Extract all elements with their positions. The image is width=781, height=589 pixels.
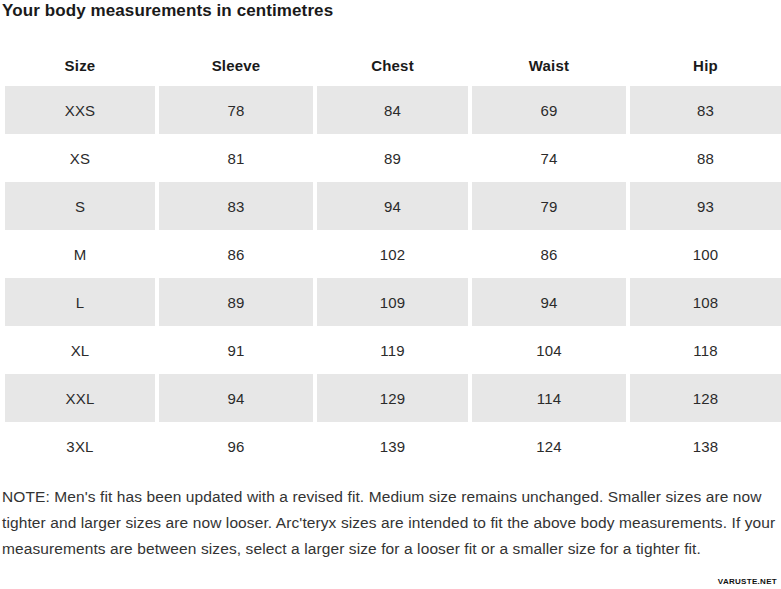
size-label: S [5,182,155,230]
size-label: XXS [5,86,155,134]
table-body: XXS78846983XS81897488S83947993M861028610… [5,86,781,470]
measurement-value: 86 [159,230,313,278]
table-row-xs: XS81897488 [5,134,781,182]
watermark-logo: VARUSTE.NET [718,577,777,586]
measurement-value: 91 [159,326,313,374]
measurement-value: 119 [317,326,468,374]
measurement-value: 102 [317,230,468,278]
measurement-value: 94 [472,278,626,326]
column-header-size: Size [5,44,155,86]
measurement-value: 88 [630,134,781,182]
measurement-value: 96 [159,422,313,470]
column-header-chest: Chest [317,44,468,86]
column-header-sleeve: Sleeve [159,44,313,86]
size-label: XXL [5,374,155,422]
table-row-xl: XL91119104118 [5,326,781,374]
size-label: L [5,278,155,326]
measurement-value: 129 [317,374,468,422]
table-row-3xl: 3XL96139124138 [5,422,781,470]
measurement-value: 94 [159,374,313,422]
measurement-value: 78 [159,86,313,134]
measurement-value: 109 [317,278,468,326]
table-row-xxs: XXS78846983 [5,86,781,134]
measurement-value: 108 [630,278,781,326]
measurement-value: 79 [472,182,626,230]
column-header-hip: Hip [630,44,781,86]
column-header-waist: Waist [472,44,626,86]
measurement-value: 118 [630,326,781,374]
measurement-value: 100 [630,230,781,278]
measurement-value: 104 [472,326,626,374]
table-row-m: M8610286100 [5,230,781,278]
measurements-table: SizeSleeveChestWaistHip XXS78846983XS818… [5,44,781,470]
measurement-value: 94 [317,182,468,230]
measurement-value: 128 [630,374,781,422]
measurement-value: 83 [159,182,313,230]
page-title: Your body measurements in centimetres [2,1,333,21]
measurement-value: 93 [630,182,781,230]
size-label: 3XL [5,422,155,470]
note-text: NOTE: Men's fit has been updated with a … [2,484,780,562]
measurement-value: 81 [159,134,313,182]
table-row-xxl: XXL94129114128 [5,374,781,422]
table-row-l: L8910994108 [5,278,781,326]
measurement-value: 114 [472,374,626,422]
measurement-value: 69 [472,86,626,134]
size-label: XL [5,326,155,374]
measurement-value: 86 [472,230,626,278]
measurement-value: 124 [472,422,626,470]
size-label: M [5,230,155,278]
measurement-value: 138 [630,422,781,470]
size-label: XS [5,134,155,182]
measurement-value: 89 [317,134,468,182]
measurement-value: 89 [159,278,313,326]
table-row-s: S83947993 [5,182,781,230]
measurement-value: 74 [472,134,626,182]
measurement-value: 139 [317,422,468,470]
table-header-row: SizeSleeveChestWaistHip [5,44,781,86]
measurement-value: 84 [317,86,468,134]
measurement-value: 83 [630,86,781,134]
